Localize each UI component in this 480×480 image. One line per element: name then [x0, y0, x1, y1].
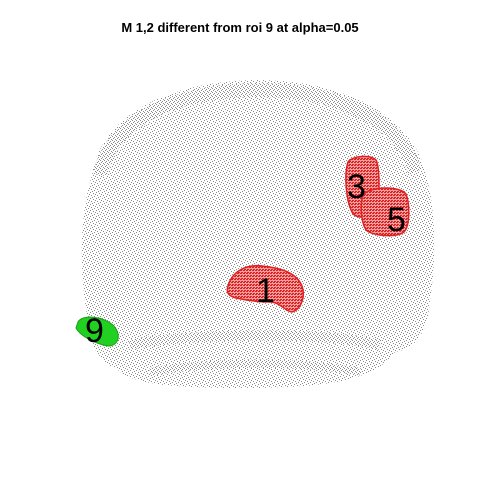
- roi-3-label: 3: [347, 168, 366, 206]
- plot-title: M 1,2 different from roi 9 at alpha=0.05: [121, 20, 359, 35]
- roi-9-region: [75, 316, 119, 347]
- roi-5-label: 5: [387, 201, 406, 239]
- roi-9-label: 9: [85, 312, 104, 350]
- brain-contour-lower: [128, 330, 382, 350]
- brain-surface: [81, 80, 435, 388]
- roi-1-region: [226, 264, 304, 313]
- roi-1-label: 1: [256, 272, 275, 310]
- brain-contour-upper: [93, 82, 422, 177]
- roi-5-region: [360, 187, 410, 237]
- brain-contour-base: [149, 359, 361, 376]
